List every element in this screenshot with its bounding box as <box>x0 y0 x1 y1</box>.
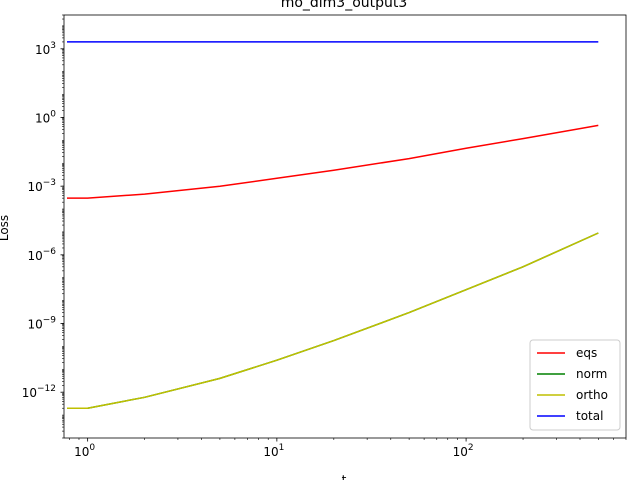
y-tick-label: 10−6 <box>27 247 56 263</box>
legend: eqs norm ortho total <box>529 339 621 431</box>
y-tick-label: 10−12 <box>22 384 56 400</box>
legend-box <box>529 339 621 431</box>
plot-area-frame <box>63 14 627 439</box>
y-tick-label: 103 <box>35 41 56 57</box>
y-tick-label: 10−9 <box>27 316 56 332</box>
x-axis-ticks: 100 101 102 <box>69 438 627 459</box>
y-tick-label: 10−3 <box>27 178 56 194</box>
series-lines <box>67 41 599 409</box>
series-line-ortho <box>67 232 599 409</box>
y-axis-ticks: 10−12 10−9 10−6 10−3 100 103 <box>22 14 64 439</box>
x-tick-label: 101 <box>263 443 284 459</box>
legend-label-ortho: ortho <box>576 388 608 402</box>
x-axis-label: t <box>342 473 347 480</box>
y-axis-label: Loss <box>0 215 11 241</box>
series-line-eqs <box>67 124 599 199</box>
chart-title: mo_dim3_output3 <box>281 0 408 11</box>
legend-label-total: total <box>576 409 603 423</box>
series-line-norm <box>67 232 599 409</box>
legend-label-norm: norm <box>576 367 607 381</box>
x-tick-label: 102 <box>453 443 474 459</box>
y-tick-label: 100 <box>35 109 56 125</box>
legend-label-eqs: eqs <box>576 346 597 360</box>
x-tick-label: 100 <box>74 443 95 459</box>
